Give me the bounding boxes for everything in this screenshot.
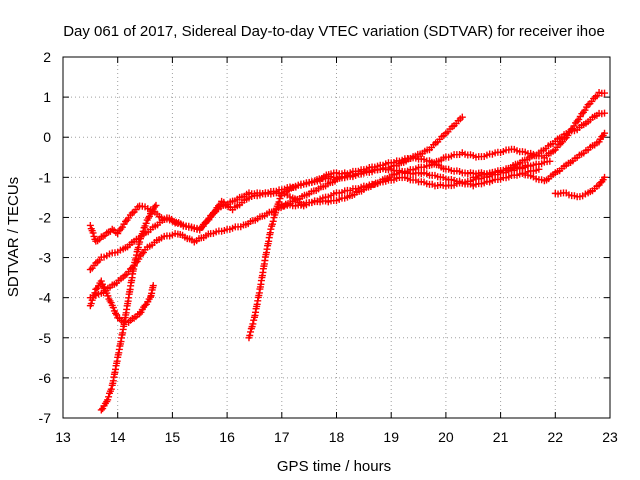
y-tick-label: 1 — [43, 89, 51, 105]
series-track-7 — [278, 89, 609, 210]
series-track-4 — [86, 277, 157, 326]
x-tick-label: 19 — [383, 429, 399, 445]
x-tick-label: 18 — [329, 429, 345, 445]
x-tick-label: 17 — [274, 429, 290, 445]
axis-ticks: 13 14 15 16 17 18 19 20 21 22 23 -7 -6 -5 -4 -3 -2 -1 0 1 2 — [39, 49, 618, 445]
x-tick-label: 16 — [219, 429, 235, 445]
data-marker-path — [469, 109, 609, 181]
series-track-5 — [97, 201, 160, 414]
series-track-3 — [86, 165, 543, 302]
plot-frame — [62, 56, 611, 419]
data-marker-path — [551, 173, 609, 201]
y-tick-label: 2 — [43, 49, 51, 65]
data-marker-path — [518, 129, 609, 185]
series-track-9 — [518, 129, 609, 185]
data-points — [86, 89, 609, 414]
x-tick-label: 23 — [602, 429, 618, 445]
y-tick-label: -4 — [39, 290, 52, 306]
y-tick-label: -7 — [39, 410, 52, 426]
x-axis-label: GPS time / hours — [277, 458, 391, 475]
x-tick-label: 15 — [165, 429, 181, 445]
chart-title: Day 061 of 2017, Sidereal Day-to-day VTE… — [63, 23, 605, 40]
series-track-8 — [469, 109, 609, 181]
y-tick-label: 0 — [43, 129, 51, 145]
series-track-10 — [551, 173, 609, 201]
y-tick-label: -1 — [39, 169, 52, 185]
data-marker-path — [86, 277, 157, 326]
y-tick-label: -3 — [39, 250, 52, 266]
data-marker-path — [97, 201, 160, 414]
x-tick-label: 21 — [493, 429, 509, 445]
y-tick-label: -5 — [39, 330, 52, 346]
data-marker-path — [86, 165, 543, 302]
y-axis-label: SDTVAR / TECUs — [5, 177, 22, 297]
x-tick-label: 14 — [110, 429, 126, 445]
y-tick-label: -6 — [39, 370, 52, 386]
x-tick-label: 13 — [55, 429, 71, 445]
x-tick-label: 20 — [438, 429, 454, 445]
data-marker-path — [278, 89, 609, 210]
x-tick-label: 22 — [548, 429, 564, 445]
grid — [63, 57, 610, 418]
y-tick-label: -2 — [39, 209, 52, 225]
